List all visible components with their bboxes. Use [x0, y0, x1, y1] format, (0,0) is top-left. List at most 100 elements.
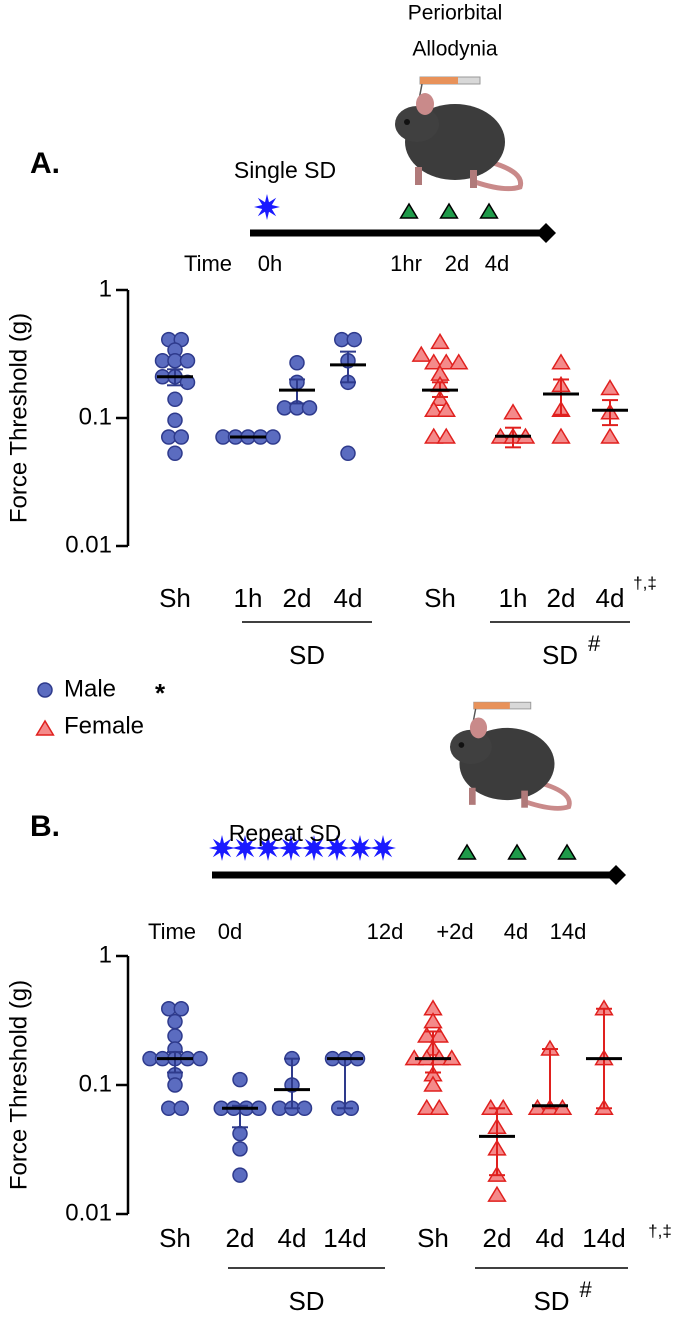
timeline-tick-label: 14d — [550, 919, 587, 944]
test-marker — [479, 202, 499, 219]
x-tick-label: 4d — [536, 1223, 565, 1253]
data-point — [173, 1001, 189, 1017]
timeline-tick-label: 1hr — [390, 251, 422, 276]
x-tick-label: 14d — [582, 1223, 625, 1253]
x-tick-label: 2d — [547, 583, 576, 613]
sd-stimulus — [255, 835, 281, 861]
data-point — [436, 353, 456, 370]
timeline-title: Single SD — [234, 157, 336, 183]
group-label: SD — [289, 640, 325, 670]
y-tick-label: 0.1 — [79, 1070, 112, 1097]
timeline-arrow — [606, 865, 626, 885]
data-point — [411, 345, 431, 362]
x-tick-label: 4d — [278, 1223, 307, 1253]
x-tick-label: Sh — [417, 1223, 449, 1253]
data-point — [600, 379, 620, 396]
data-point — [167, 391, 183, 408]
data-point — [340, 445, 356, 462]
x-tick-label: 2d — [483, 1223, 512, 1253]
data-point — [173, 1100, 189, 1117]
data-point — [173, 429, 189, 445]
data-point — [503, 403, 523, 420]
x-tick-label: Sh — [159, 583, 191, 613]
sd-stimulus — [254, 194, 280, 220]
error-bar — [167, 1051, 183, 1074]
timeline-tick-label: +2d — [436, 919, 473, 944]
test-marker — [457, 843, 477, 860]
test-marker — [507, 843, 527, 860]
x-tick-label: 14d — [323, 1223, 366, 1253]
data-point — [265, 429, 281, 445]
data-point — [436, 400, 456, 417]
x-tick-label: Sh — [424, 583, 456, 613]
data-point — [417, 1098, 437, 1116]
mouse-illustration — [450, 701, 572, 811]
timeline-tick-label: 2d — [445, 251, 469, 276]
y-tick-label: 0.01 — [65, 1199, 112, 1226]
timeline-axis-label: Time — [148, 919, 196, 944]
error-bar — [284, 1057, 300, 1110]
timeline-tick-label: 4d — [485, 251, 509, 276]
data-point — [423, 1075, 443, 1092]
x-tick-label: 4d — [596, 583, 625, 613]
data-point — [192, 1050, 208, 1067]
data-point — [167, 412, 183, 429]
legend-marker — [37, 682, 53, 698]
data-point — [436, 427, 456, 444]
group-mark: # — [588, 631, 601, 656]
significance: †,‡ — [648, 1221, 672, 1240]
data-point — [424, 427, 444, 444]
sd-stimulus — [347, 835, 373, 861]
group-label: SD — [288, 1286, 324, 1316]
error-bar — [340, 350, 356, 384]
data-point — [232, 1167, 248, 1183]
data-point — [424, 400, 444, 417]
data-point — [551, 427, 571, 444]
y-tick-label: 0.01 — [65, 531, 112, 558]
legend-marker — [35, 719, 55, 736]
error-bar — [425, 1030, 441, 1074]
data-point — [179, 353, 196, 369]
sd-stimulus — [324, 835, 350, 861]
data-point — [232, 1071, 248, 1088]
y-axis-label: Force Threshold (g) — [5, 980, 32, 1190]
error-bar — [489, 1107, 505, 1177]
data-point — [167, 1013, 183, 1030]
test-marker — [557, 843, 577, 860]
sd-stimulus — [301, 835, 327, 861]
sd-stimulus — [232, 835, 258, 861]
timeline-title: Repeat SD — [229, 820, 342, 846]
x-tick-label: 2d — [226, 1223, 255, 1253]
legend-label: Female — [64, 712, 144, 739]
timeline-tick-label: 0d — [218, 919, 242, 944]
x-tick-label: Sh — [159, 1223, 191, 1253]
error-bar — [602, 399, 618, 427]
data-point — [429, 1098, 449, 1116]
y-axis-label: Force Threshold (g) — [5, 313, 32, 523]
timeline-tick-label: 4d — [504, 919, 528, 944]
timeline-axis-label: Time — [184, 251, 232, 276]
panel-label: A. — [30, 147, 60, 180]
data-point — [430, 389, 450, 407]
legend-label: Male — [64, 675, 116, 702]
data-point — [600, 427, 620, 444]
timeline-tick-label: 12d — [367, 919, 404, 944]
data-point — [487, 1185, 507, 1202]
test-marker — [399, 202, 419, 219]
error-bar — [553, 378, 569, 416]
legend-note: * — [155, 678, 166, 708]
significance: †,‡ — [633, 573, 657, 592]
sd-stimulus — [278, 835, 304, 861]
y-tick-label: 1 — [99, 941, 112, 968]
test-label: Allodynia — [412, 38, 498, 61]
data-point — [417, 1026, 437, 1043]
y-tick-label: 0.1 — [79, 403, 112, 430]
data-point — [430, 332, 450, 350]
data-point — [289, 355, 305, 371]
data-point — [301, 400, 318, 416]
x-tick-label: 1h — [499, 583, 528, 613]
error-bar — [542, 1048, 558, 1110]
x-tick-label: 1h — [234, 583, 263, 613]
test-label: Periorbital — [408, 2, 503, 25]
group-label: SD — [542, 640, 578, 670]
